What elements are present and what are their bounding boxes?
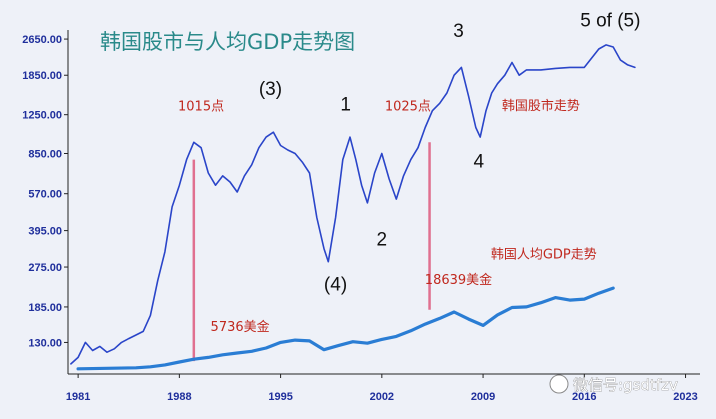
- series-line-stock-index: [70, 44, 636, 365]
- axes: 2650.00 1850.00 1250.00 850.00 570.00 395.00 2…: [22, 30, 700, 403]
- y-tick-label: 570.00: [28, 189, 62, 201]
- annotation-label: 4: [473, 151, 484, 172]
- watermark-text: 微信号:gsdtfzv: [573, 376, 678, 394]
- y-tick-label: 130.00: [28, 337, 62, 349]
- series-lines: [70, 44, 636, 371]
- annotation-label: 3: [453, 21, 464, 42]
- x-tick-label: 1981: [66, 391, 90, 403]
- annotation-label: 2: [377, 230, 388, 251]
- y-tick-label: 275.00: [28, 262, 62, 274]
- x-tick-label: 2009: [471, 391, 495, 403]
- x-tick-label: 2016: [572, 391, 596, 403]
- y-tick-label: 395.00: [28, 226, 62, 238]
- annotation-label: 韩国人均GDP走势: [491, 246, 597, 262]
- y-tick-label: 2650.00: [22, 34, 62, 46]
- annotations: 1015点 (3) 1 1025点 3 5 of (5) 韩国股市走势 4 2 (4) 18639美…: [178, 11, 640, 335]
- x-tick-label: 1988: [167, 391, 191, 403]
- y-tick-label: 1250.00: [22, 110, 62, 122]
- chart-title: 韩国股市与人均GDP走势图: [100, 30, 355, 54]
- x-tick-label: 2023: [673, 391, 697, 403]
- y-tick-label: 850.00: [28, 148, 62, 160]
- wechat-icon: [549, 374, 569, 394]
- vertical-markers: [192, 142, 431, 362]
- y-tick-label: 1850.00: [22, 70, 62, 82]
- annotation-label: 韩国股市走势: [502, 98, 580, 114]
- annotation-label: 1015点: [178, 100, 224, 115]
- y-tick-label: 185.00: [28, 302, 62, 314]
- annotation-label: 5 of (5): [580, 11, 640, 32]
- annotation-label: 1025点: [385, 100, 431, 115]
- x-tick-label: 2002: [370, 391, 394, 403]
- annotation-label: 18639美金: [425, 272, 492, 288]
- annotation-label: 5736美金: [211, 319, 270, 335]
- series-line-gdp-per-capita: [76, 286, 615, 371]
- annotation-label: (4): [324, 274, 347, 295]
- watermark: 微信号:gsdtfzv: [549, 374, 678, 394]
- annotation-label: (3): [259, 79, 282, 100]
- annotation-label: 1: [340, 95, 351, 116]
- x-tick-label: 1995: [268, 391, 292, 403]
